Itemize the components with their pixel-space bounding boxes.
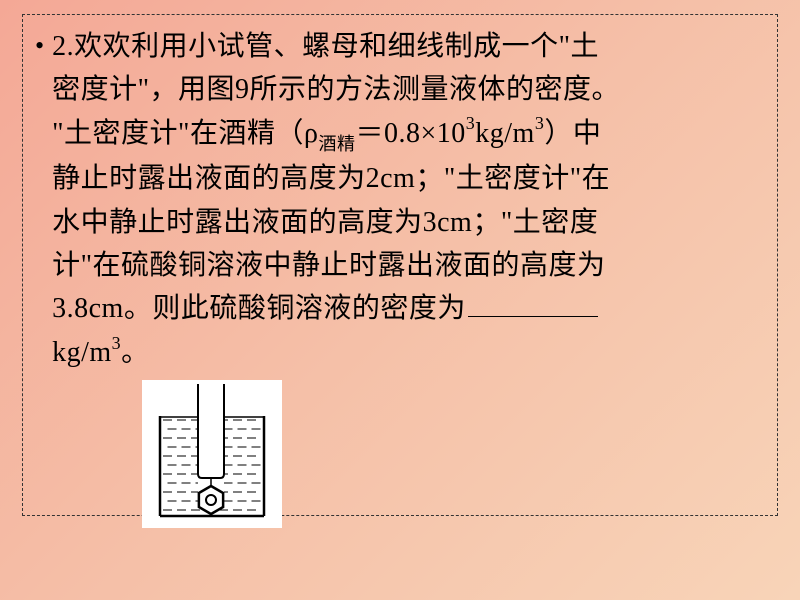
exp-sup1: 3 [466,113,476,133]
text-l4: 静止时露出液面的高度为2cm；"土密度计"在 [52,163,610,194]
slide-content-box: • 2.欢欢利用小试管、螺母和细线制成一个"土 密度计"，用图9所示的方法测量液… [22,14,778,516]
text-l3c: kg/m [475,118,535,149]
text-l6: 计"在硫酸铜溶液中静止时露出液面的高度为 [52,250,605,281]
bullet-point: • [35,25,44,67]
figure-container [142,380,620,541]
bullet-row: • 2.欢欢利用小试管、螺母和细线制成一个"土 密度计"，用图9所示的方法测量液… [35,25,759,542]
densitometer-figure [142,380,282,528]
text-l8a: kg/m [52,337,112,368]
rho-subscript: 酒精 [318,134,355,154]
problem-number: 2. [52,31,74,62]
text-l2: 密度计"，用图9所示的方法测量液体的密度。 [52,74,620,105]
text-l7: 3.8cm。则此硫酸铜溶液的密度为 [52,293,466,324]
exp-sup3: 3 [112,333,122,353]
exp-sup2: 3 [535,113,545,133]
problem-text: 2.欢欢利用小试管、螺母和细线制成一个"土 密度计"，用图9所示的方法测量液体的… [52,25,620,542]
text-l3b: ＝0.8×10 [355,118,465,149]
text-l5: 水中静止时露出液面的高度为3cm；"土密度 [52,207,598,238]
text-l8b: 。 [121,337,150,368]
text-l1: 欢欢利用小试管、螺母和细线制成一个"土 [74,31,599,62]
answer-blank [468,292,598,317]
text-l3a: "土密度计"在酒精（ρ [52,118,318,149]
text-l3d: ）中 [544,118,601,149]
